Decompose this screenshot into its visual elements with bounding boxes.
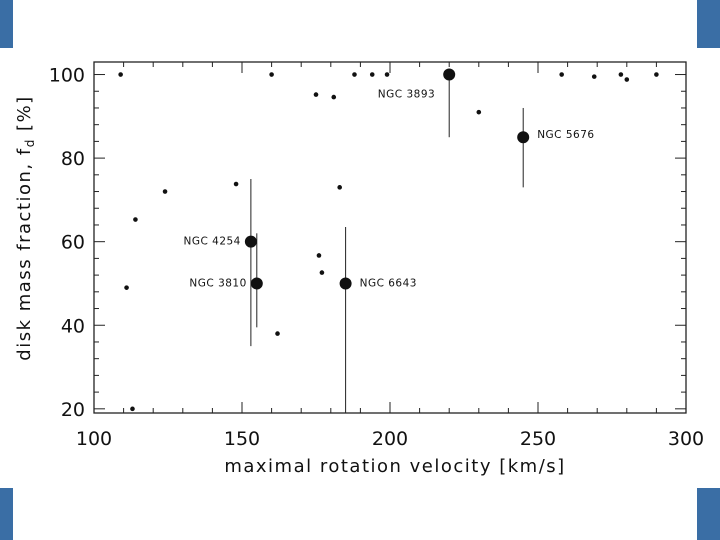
small-data-point	[313, 92, 319, 97]
small-data-point	[352, 72, 357, 77]
y-axis-title-subscript: d	[23, 138, 37, 147]
small-data-point	[591, 74, 597, 79]
accent-bar-bottom-right	[697, 488, 720, 540]
galaxy-label: NGC 5676	[537, 129, 594, 141]
x-tick-label: 100	[76, 428, 112, 450]
y-tick-label: 80	[61, 148, 85, 170]
small-data-point	[269, 72, 274, 77]
small-data-point	[275, 331, 280, 336]
x-tick-label: 300	[668, 428, 704, 450]
y-axis-title-unit: [%]	[14, 95, 35, 138]
large-data-point	[250, 277, 263, 290]
small-data-point	[316, 253, 322, 258]
y-tick-label: 20	[61, 399, 85, 421]
accent-bar-top-right	[697, 0, 720, 48]
galaxy-label: NGC 3810	[189, 277, 246, 289]
x-tick-label: 250	[520, 428, 556, 450]
small-data-point	[618, 72, 624, 77]
small-data-point	[369, 72, 375, 77]
y-tick-label: 100	[49, 65, 85, 87]
large-data-point	[339, 277, 352, 290]
galaxy-label: NGC 4254	[183, 236, 240, 248]
small-data-point	[624, 77, 630, 82]
small-data-point	[133, 217, 138, 222]
galaxy-label: NGC 6643	[360, 277, 417, 289]
large-data-point	[244, 235, 257, 248]
small-data-point	[654, 72, 659, 77]
x-tick-label: 150	[224, 428, 260, 450]
small-data-point	[559, 72, 564, 77]
small-data-point	[384, 72, 390, 77]
x-tick-label: 200	[372, 428, 408, 450]
large-data-point	[443, 68, 456, 81]
x-axis-title: maximal rotation velocity [km/s]	[224, 456, 565, 477]
accent-bar-bottom-left	[0, 488, 13, 540]
tick-labels: 100 150 200 250 300 20 40 60 80 100	[49, 65, 704, 450]
small-data-point	[319, 270, 325, 275]
y-tick-label: 60	[61, 232, 85, 254]
error-bars	[250, 74, 524, 413]
small-data-point	[476, 109, 482, 115]
y-axis-title: disk mass fraction, fd [%]	[14, 95, 37, 360]
point-annotations: NGC 4254 NGC 3810 NGC 6643 NGC 3893 NGC 5676	[183, 89, 594, 290]
axis-ticks	[93, 62, 687, 413]
large-data-point	[517, 131, 530, 144]
small-data-point	[124, 285, 129, 290]
small-data-point	[331, 94, 337, 100]
data-points	[118, 68, 659, 412]
small-data-point	[162, 189, 168, 194]
y-axis-title-main: disk mass fraction, f	[14, 147, 35, 360]
small-data-point	[130, 406, 135, 412]
small-data-point	[233, 181, 239, 187]
accent-bar-top-left	[0, 0, 13, 48]
galaxy-label: NGC 3893	[378, 89, 435, 101]
small-data-point	[118, 72, 123, 77]
small-data-point	[337, 185, 342, 190]
y-tick-label: 40	[61, 315, 85, 337]
